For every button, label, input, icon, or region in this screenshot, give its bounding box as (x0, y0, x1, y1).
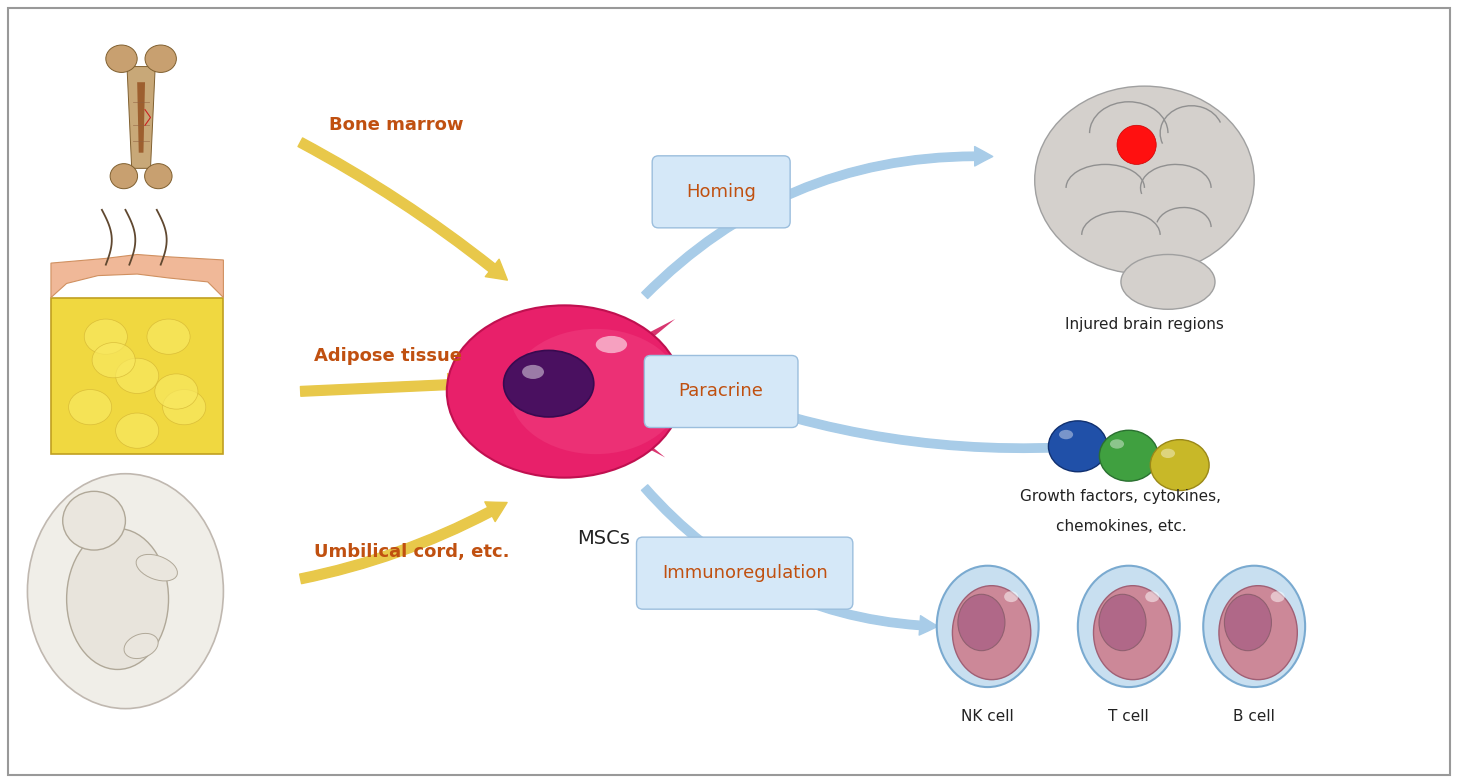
Ellipse shape (1150, 440, 1209, 490)
Text: B cell: B cell (1233, 709, 1276, 723)
Ellipse shape (69, 389, 112, 424)
Ellipse shape (1048, 421, 1107, 471)
Ellipse shape (1077, 565, 1180, 687)
Ellipse shape (958, 594, 1005, 651)
Ellipse shape (1161, 449, 1175, 458)
FancyBboxPatch shape (644, 355, 798, 428)
FancyArrowPatch shape (297, 138, 507, 280)
Polygon shape (550, 319, 675, 399)
Ellipse shape (144, 45, 176, 72)
Ellipse shape (1005, 591, 1018, 602)
Ellipse shape (596, 336, 627, 353)
Text: Immunoregulation: Immunoregulation (662, 565, 828, 582)
FancyArrowPatch shape (642, 485, 937, 635)
Ellipse shape (147, 319, 190, 355)
Ellipse shape (1035, 86, 1254, 274)
Text: MSCs: MSCs (577, 529, 630, 547)
Polygon shape (547, 390, 577, 446)
Ellipse shape (85, 319, 127, 355)
Polygon shape (51, 254, 223, 298)
Text: Bone marrow: Bone marrow (330, 117, 464, 134)
Circle shape (1117, 125, 1156, 164)
Ellipse shape (1121, 254, 1215, 309)
Text: Adipose tissue: Adipose tissue (313, 348, 462, 365)
Ellipse shape (106, 45, 137, 72)
Ellipse shape (28, 474, 223, 709)
Ellipse shape (115, 413, 159, 448)
Ellipse shape (936, 565, 1038, 687)
Ellipse shape (92, 342, 136, 377)
Ellipse shape (1059, 430, 1073, 439)
Ellipse shape (111, 164, 137, 189)
FancyBboxPatch shape (637, 537, 853, 609)
Text: Injured brain regions: Injured brain regions (1064, 317, 1223, 332)
Ellipse shape (144, 164, 172, 189)
Ellipse shape (67, 529, 169, 669)
Text: chemokines, etc.: chemokines, etc. (1056, 519, 1187, 534)
FancyArrowPatch shape (300, 373, 468, 396)
Ellipse shape (1110, 439, 1124, 449)
Ellipse shape (115, 358, 159, 393)
Ellipse shape (1219, 586, 1298, 680)
Polygon shape (453, 384, 569, 413)
Text: Homing: Homing (687, 183, 757, 200)
Ellipse shape (1203, 565, 1305, 687)
Ellipse shape (509, 329, 682, 454)
FancyBboxPatch shape (51, 298, 223, 454)
Ellipse shape (136, 554, 178, 581)
Ellipse shape (1145, 591, 1159, 602)
Polygon shape (563, 381, 672, 399)
Ellipse shape (952, 586, 1031, 680)
FancyArrowPatch shape (675, 373, 1079, 457)
FancyBboxPatch shape (652, 156, 790, 228)
Ellipse shape (1271, 591, 1284, 602)
FancyArrowPatch shape (642, 146, 993, 298)
Text: NK cell: NK cell (961, 709, 1015, 723)
Polygon shape (137, 82, 144, 153)
Polygon shape (127, 67, 155, 168)
Text: Paracrine: Paracrine (679, 383, 764, 400)
Ellipse shape (63, 492, 125, 550)
Ellipse shape (446, 305, 682, 478)
Ellipse shape (155, 373, 198, 409)
Polygon shape (478, 335, 576, 397)
Text: Umbilical cord, etc.: Umbilical cord, etc. (313, 543, 509, 561)
Ellipse shape (163, 389, 206, 424)
FancyArrowPatch shape (300, 502, 507, 583)
Ellipse shape (1099, 594, 1146, 651)
Text: Growth factors, cytokines,: Growth factors, cytokines, (1021, 489, 1222, 504)
Ellipse shape (124, 633, 157, 659)
Ellipse shape (522, 365, 544, 379)
Ellipse shape (503, 351, 593, 417)
Text: T cell: T cell (1108, 709, 1149, 723)
Ellipse shape (1225, 594, 1271, 651)
Polygon shape (551, 385, 665, 457)
Polygon shape (554, 341, 580, 392)
Ellipse shape (1099, 431, 1158, 481)
Ellipse shape (1094, 586, 1172, 680)
